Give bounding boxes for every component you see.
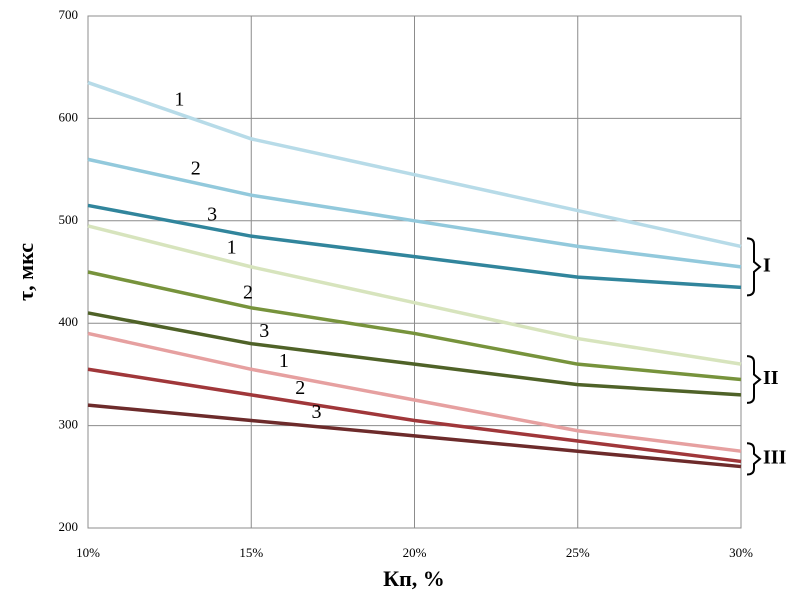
group-bracket [746,355,762,404]
y-tick-label: 300 [59,417,79,432]
line-label: 1 [279,350,289,372]
series-line [87,157,742,269]
x-tick-label: 10% [76,545,100,560]
group-label: III [763,446,787,468]
x-tick-label: 15% [239,545,263,560]
x-tick-label: 20% [403,545,427,560]
y-tick-label: 700 [59,7,79,22]
series-line [87,80,742,249]
group-bracket [746,442,762,476]
line-label: 3 [207,203,217,225]
group-bracket [746,237,762,297]
y-tick-label: 200 [59,519,79,534]
x-tick-label: 25% [566,545,590,560]
series-line [87,203,742,290]
group-label: II [763,367,779,389]
series-line [87,311,742,397]
line-label: 1 [174,89,184,111]
group-label: I [763,254,771,276]
series-line [87,224,742,366]
x-tick-label: 30% [729,545,753,560]
x-axis-title: Кп, % [383,566,445,591]
series-line [87,403,742,469]
y-tick-label: 600 [59,109,79,124]
line-label: 3 [259,320,269,342]
line-label: 2 [295,377,305,399]
y-axis-title: τ, мкс [13,243,38,301]
line-label: 3 [312,401,322,423]
y-tick-label: 400 [59,314,79,329]
line-label: 1 [227,237,237,259]
line-label: 2 [191,158,201,180]
series-line [87,331,742,453]
series-line [87,270,742,382]
y-tick-label: 500 [59,212,79,227]
line-label: 2 [243,282,253,304]
series-line [87,367,742,464]
